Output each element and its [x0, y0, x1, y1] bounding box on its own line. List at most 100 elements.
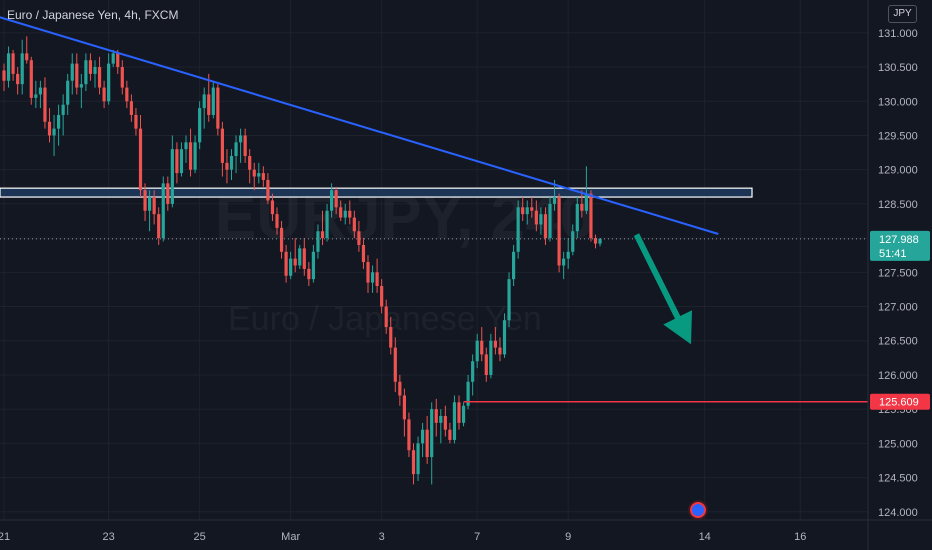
candle	[70, 53, 74, 95]
candle-body	[229, 156, 234, 170]
candle-body	[284, 251, 288, 276]
candle	[539, 207, 543, 235]
candle	[220, 121, 224, 177]
candle-body	[525, 207, 529, 215]
candle-body	[16, 73, 20, 85]
candle-body	[439, 416, 443, 423]
y-tick-label: 129.000	[878, 165, 918, 177]
candle-body	[279, 227, 284, 252]
candle	[393, 337, 397, 393]
candle-body	[70, 63, 74, 81]
candle-body	[225, 162, 229, 170]
candle-body	[211, 87, 215, 115]
candle	[334, 186, 338, 215]
candle	[216, 84, 220, 136]
candle	[211, 80, 215, 119]
candle-body	[97, 67, 102, 88]
trend-line[interactable]	[0, 14, 719, 235]
candle	[248, 149, 252, 184]
candle	[252, 162, 256, 191]
candle-body	[330, 190, 334, 211]
candle-body	[516, 207, 520, 252]
candle	[398, 374, 402, 406]
candle	[480, 327, 484, 362]
candle-body	[311, 251, 315, 280]
candle-body	[552, 197, 557, 204]
candle	[562, 251, 566, 280]
candle-body	[184, 142, 188, 150]
candle	[325, 203, 329, 242]
candle	[352, 210, 356, 239]
candle-body	[498, 347, 502, 355]
candle-body	[289, 258, 293, 276]
candle-body	[298, 248, 302, 266]
candle-body	[584, 193, 588, 211]
x-tick-label: 23	[103, 531, 115, 543]
candle	[512, 244, 516, 286]
candle-body	[188, 142, 193, 170]
candle-body	[562, 258, 566, 266]
candle-body	[143, 190, 147, 211]
chart-title: Euro / Japanese Yen, 4h, FXCM	[7, 8, 178, 22]
x-tick-label: 3	[379, 531, 385, 543]
candle	[566, 238, 570, 269]
candle	[107, 53, 111, 105]
candle	[461, 402, 466, 427]
candle	[198, 101, 202, 150]
candle	[52, 114, 56, 156]
candle	[366, 255, 370, 293]
candle-body	[216, 87, 220, 129]
y-tick-label: 128.500	[878, 199, 918, 211]
candle-body	[316, 231, 320, 252]
candle	[175, 142, 179, 184]
candle	[2, 63, 6, 91]
forecast-arrow[interactable]	[633, 233, 692, 345]
candle	[516, 200, 520, 259]
candle-body	[6, 53, 11, 81]
candle	[525, 200, 529, 225]
candle-body	[357, 231, 361, 245]
candle-body	[361, 244, 366, 263]
current-price-label-bg	[870, 230, 930, 261]
event-marker-icon[interactable]	[690, 502, 706, 518]
candle-body	[161, 183, 165, 239]
candle	[375, 258, 379, 293]
candle-body	[557, 197, 561, 266]
candle	[16, 67, 20, 95]
candle	[93, 60, 97, 88]
candle	[284, 244, 288, 283]
candle	[120, 60, 124, 95]
candle	[534, 200, 538, 232]
candle	[270, 193, 275, 221]
candle	[229, 149, 234, 180]
candle-body	[370, 272, 375, 283]
candle	[507, 272, 511, 328]
candle	[184, 135, 188, 163]
candle-body	[111, 53, 115, 64]
y-tick-label: 124.500	[878, 473, 918, 485]
y-tick-label: 129.500	[878, 130, 918, 142]
candle	[261, 166, 265, 187]
candle	[266, 173, 270, 204]
candle-body	[47, 121, 52, 136]
drawings[interactable]	[0, 14, 868, 403]
candle-body	[116, 53, 120, 68]
currency-button[interactable]: JPY	[888, 5, 917, 23]
support-price-value: 125.609	[879, 397, 919, 409]
candle-body	[571, 231, 575, 252]
candle-body	[25, 53, 29, 61]
candle-body	[521, 207, 525, 215]
candle	[370, 265, 375, 293]
current-price-label: 127.988 51:41	[870, 230, 930, 261]
candle-body	[493, 340, 497, 348]
candle	[575, 197, 579, 239]
candle-body	[343, 210, 347, 218]
event-marker[interactable]	[688, 500, 708, 520]
candle-body	[102, 87, 106, 102]
candle	[389, 316, 393, 355]
candle-body	[457, 402, 461, 423]
candle-body	[170, 149, 174, 204]
x-tick-label: 16	[794, 531, 806, 543]
